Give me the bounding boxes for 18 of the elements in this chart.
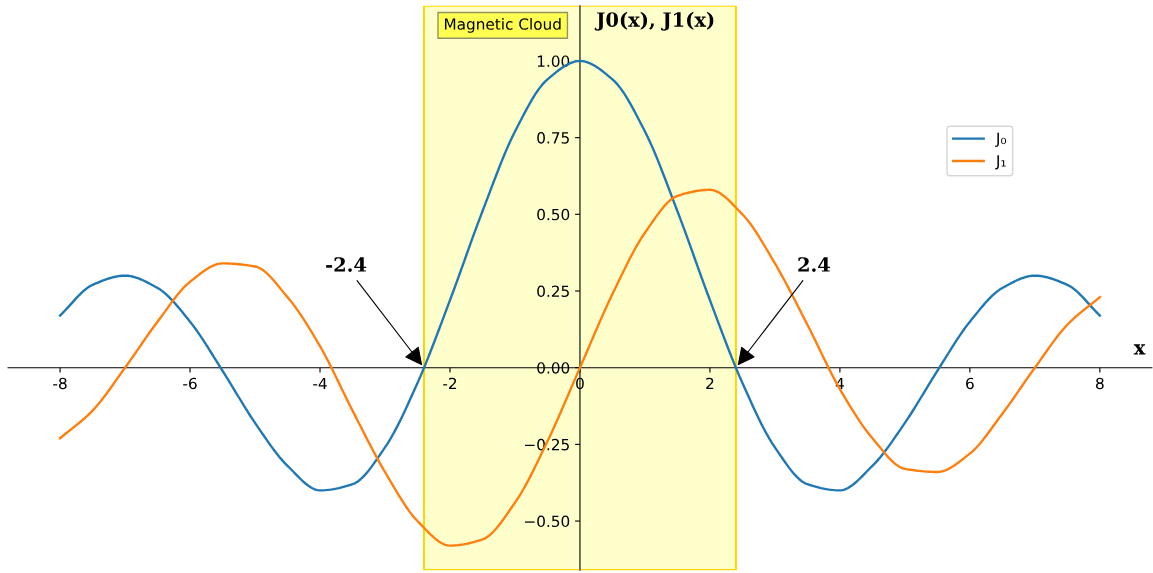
x-tick-label: -2 [443,377,457,390]
y-tick-label: 0.50 [537,208,570,221]
y-tick-label: 0.25 [537,285,569,298]
y-axis-title: J0(x), J1(x) [594,11,714,31]
x-tick-label: -4 [313,377,327,390]
y-tick-label: −0.50 [525,515,570,528]
annotation: 2.4 [798,257,831,272]
y-tick-label: 0.75 [537,132,569,144]
band-label: Magnetic Cloud [444,18,561,33]
annotation: -2.4 [326,257,367,272]
x-tick-label: 6 [966,377,974,390]
x-tick-label: 8 [1096,377,1104,390]
x-tick-label: -6 [183,377,197,390]
legend-label: J₀ [995,132,1007,148]
x-tick-label: -8 [53,377,67,390]
x-tick-label: 2 [706,377,714,390]
legend-label: J₁ [995,155,1006,170]
x-axis-title: x [1133,344,1146,355]
